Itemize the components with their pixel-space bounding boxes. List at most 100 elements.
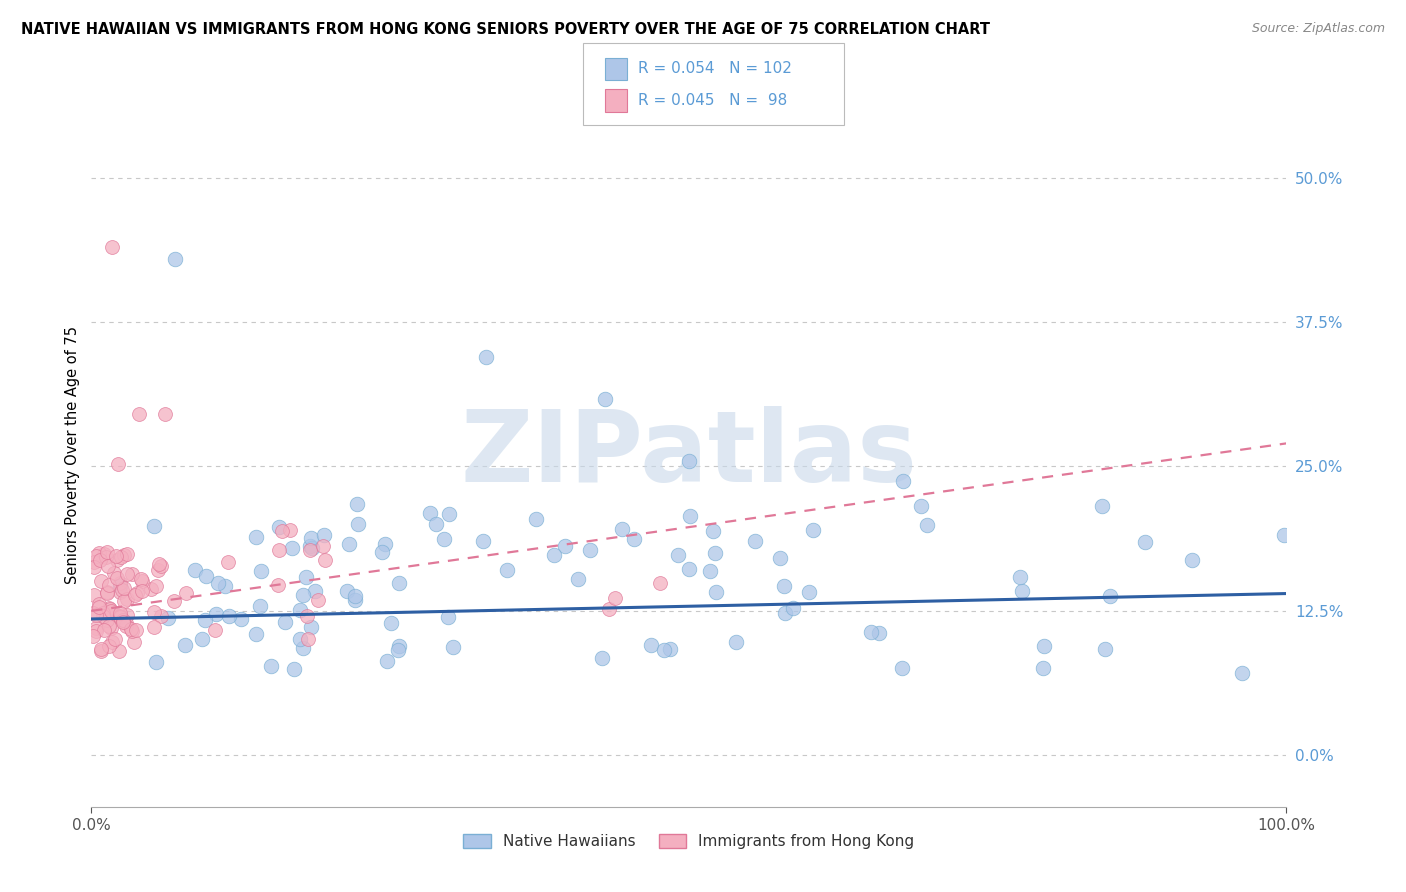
Point xyxy=(245,627,267,641)
Point xyxy=(704,546,727,560)
Point xyxy=(650,576,672,591)
Point xyxy=(96,544,118,558)
Point xyxy=(1181,552,1204,566)
Point xyxy=(260,659,283,673)
Point xyxy=(194,614,217,628)
Text: R = 0.054   N = 102: R = 0.054 N = 102 xyxy=(638,62,792,76)
Point xyxy=(679,508,702,523)
Point xyxy=(1094,642,1116,657)
Point xyxy=(100,621,122,635)
Point xyxy=(868,625,890,640)
Point xyxy=(605,591,627,606)
Point xyxy=(90,574,112,588)
Point xyxy=(374,537,396,551)
Text: Source: ZipAtlas.com: Source: ZipAtlas.com xyxy=(1251,22,1385,36)
Point xyxy=(304,583,326,598)
Point xyxy=(218,608,240,623)
Point xyxy=(107,457,129,471)
Point xyxy=(652,643,675,657)
Point xyxy=(204,623,226,637)
Point xyxy=(149,609,172,624)
Point xyxy=(84,549,107,563)
Point xyxy=(98,600,121,615)
Point xyxy=(291,588,314,602)
Point xyxy=(87,597,110,611)
Point xyxy=(231,612,253,626)
Point xyxy=(773,607,796,621)
Point xyxy=(91,609,114,624)
Point xyxy=(104,632,127,646)
Point xyxy=(250,564,273,578)
Point xyxy=(125,586,148,600)
Point xyxy=(145,579,167,593)
Point xyxy=(131,583,153,598)
Point xyxy=(299,542,322,557)
Point xyxy=(97,558,120,573)
Point xyxy=(115,619,138,633)
Point xyxy=(97,578,120,592)
Point xyxy=(82,606,104,620)
Point xyxy=(640,638,662,652)
Point xyxy=(204,607,226,621)
Point xyxy=(307,592,329,607)
Point xyxy=(96,613,118,627)
Point xyxy=(82,629,104,643)
Point xyxy=(84,608,107,623)
Point xyxy=(120,622,142,636)
Point xyxy=(1032,661,1054,675)
Point xyxy=(380,615,402,630)
Point xyxy=(1033,639,1056,653)
Text: R = 0.045   N =  98: R = 0.045 N = 98 xyxy=(638,94,787,108)
Point xyxy=(773,579,796,593)
Point xyxy=(803,523,825,537)
Point xyxy=(115,547,138,561)
Point xyxy=(148,557,170,571)
Point xyxy=(84,624,107,638)
Point xyxy=(437,609,460,624)
Point xyxy=(93,623,115,637)
Point xyxy=(343,590,366,604)
Point xyxy=(433,532,456,546)
Point xyxy=(131,574,153,588)
Point xyxy=(93,606,115,620)
Point xyxy=(339,537,361,551)
Point xyxy=(280,541,302,555)
Point xyxy=(184,563,207,577)
Point xyxy=(554,539,576,553)
Point xyxy=(111,613,134,627)
Point xyxy=(146,564,169,578)
Point xyxy=(124,588,146,602)
Point xyxy=(101,635,124,649)
Point xyxy=(163,252,186,266)
Point xyxy=(1011,584,1033,599)
Point xyxy=(567,573,589,587)
Point xyxy=(108,607,131,621)
Point xyxy=(124,634,146,648)
Point xyxy=(110,550,132,565)
Point xyxy=(891,474,914,488)
Point xyxy=(769,550,792,565)
Point xyxy=(425,516,447,531)
Point xyxy=(267,519,290,533)
Point xyxy=(128,408,150,422)
Point xyxy=(245,530,267,544)
Point xyxy=(744,534,766,549)
Point xyxy=(797,585,820,599)
Y-axis label: Seniors Poverty Over the Age of 75: Seniors Poverty Over the Age of 75 xyxy=(65,326,80,584)
Point xyxy=(439,507,461,521)
Point xyxy=(375,654,398,668)
Point xyxy=(121,624,143,639)
Point xyxy=(346,497,368,511)
Point xyxy=(347,517,370,532)
Point xyxy=(290,632,312,646)
Point xyxy=(155,408,177,422)
Point xyxy=(112,581,135,595)
Point xyxy=(195,569,218,583)
Point xyxy=(702,524,724,538)
Point xyxy=(1099,589,1122,603)
Point xyxy=(93,547,115,561)
Legend: Native Hawaiians, Immigrants from Hong Kong: Native Hawaiians, Immigrants from Hong K… xyxy=(464,834,914,849)
Point xyxy=(1133,535,1156,549)
Point xyxy=(129,572,152,586)
Point xyxy=(111,583,134,598)
